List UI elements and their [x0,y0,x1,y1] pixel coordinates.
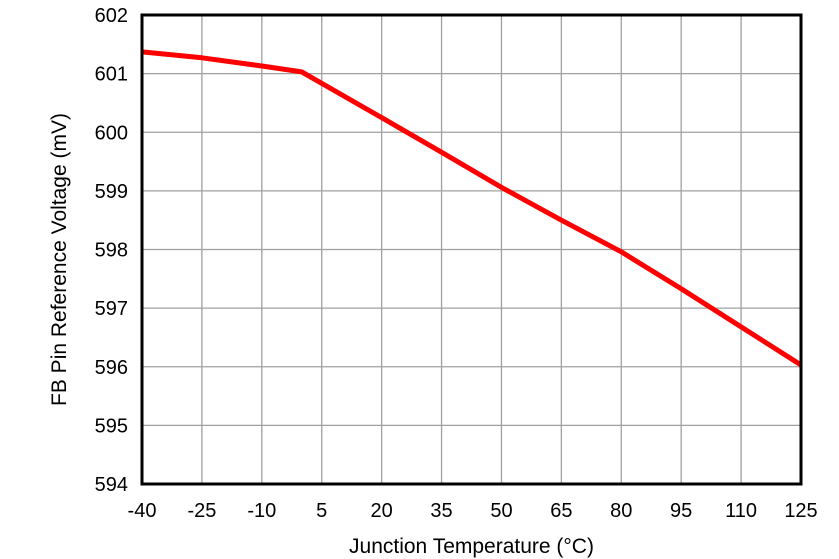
x-tick-label: -40 [128,500,157,522]
x-axis-ticks: -40 -25 -10 5 20 35 50 65 80 95 110 125 [128,500,818,522]
x-tick-label: 5 [316,500,327,522]
y-tick-label: 594 [95,474,128,496]
series-line [141,49,803,368]
y-tick-label: 601 [95,64,128,86]
y-axis-label: FB Pin Reference Voltage (mV) [48,113,71,406]
y-tick-label: 595 [95,415,128,437]
y-tick-label: 600 [95,122,128,144]
x-tick-label: 95 [670,500,692,522]
plot-frame [140,13,803,486]
x-tick-label: 110 [725,500,757,522]
x-tick-label: 125 [784,500,817,522]
x-tick-label: -25 [187,500,216,522]
y-tick-label: 602 [95,5,128,27]
y-tick-label: 597 [95,298,128,320]
x-tick-label: -10 [247,500,276,522]
x-tick-label: 65 [550,500,572,522]
y-axis-ticks: 594 595 596 597 598 599 600 601 602 [95,5,128,496]
x-tick-label: 50 [490,500,512,522]
x-axis-label: Junction Temperature (°C) [349,535,594,558]
x-tick-label: 35 [430,500,452,522]
x-tick-label: 80 [610,500,632,522]
data-series [141,49,803,368]
grid-lines [141,14,802,485]
y-tick-label: 598 [95,240,128,262]
x-tick-label: 20 [371,500,393,522]
y-tick-label: 599 [95,181,128,203]
y-tick-label: 596 [95,357,128,379]
